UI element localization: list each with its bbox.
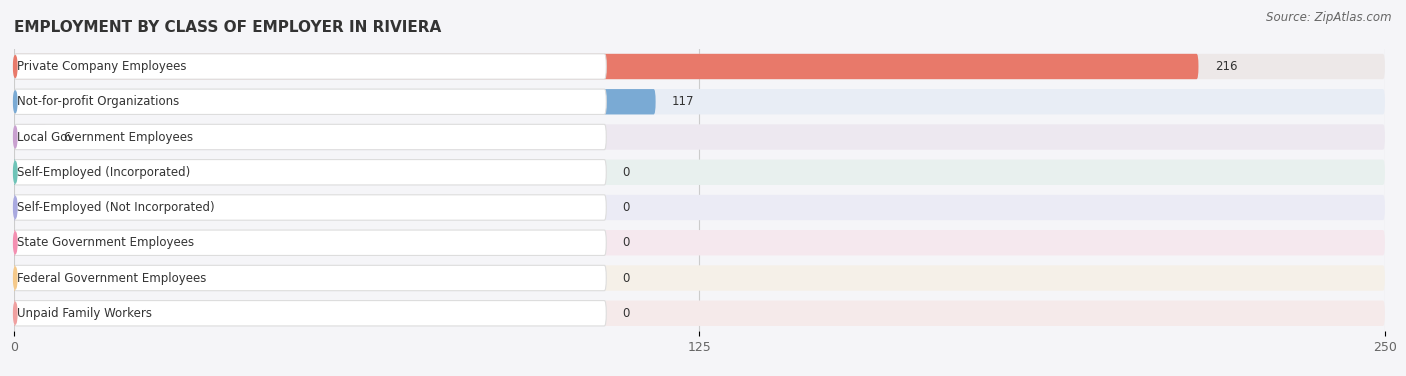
FancyBboxPatch shape: [13, 230, 15, 255]
FancyBboxPatch shape: [14, 54, 606, 79]
Text: 0: 0: [623, 166, 630, 179]
Circle shape: [14, 302, 17, 324]
Circle shape: [14, 197, 17, 218]
FancyBboxPatch shape: [14, 230, 1385, 255]
FancyBboxPatch shape: [14, 159, 606, 185]
FancyBboxPatch shape: [13, 265, 15, 291]
FancyBboxPatch shape: [14, 54, 1198, 79]
FancyBboxPatch shape: [14, 195, 606, 220]
Circle shape: [14, 232, 17, 253]
Text: Source: ZipAtlas.com: Source: ZipAtlas.com: [1267, 11, 1392, 24]
FancyBboxPatch shape: [14, 230, 606, 255]
Text: Local Government Employees: Local Government Employees: [17, 130, 193, 144]
FancyBboxPatch shape: [14, 300, 606, 326]
Text: 6: 6: [63, 130, 70, 144]
Text: Federal Government Employees: Federal Government Employees: [17, 271, 207, 285]
FancyBboxPatch shape: [14, 195, 1385, 220]
Text: State Government Employees: State Government Employees: [17, 236, 194, 249]
FancyBboxPatch shape: [14, 89, 1385, 114]
FancyBboxPatch shape: [14, 124, 46, 150]
Circle shape: [14, 267, 17, 289]
Text: Self-Employed (Not Incorporated): Self-Employed (Not Incorporated): [17, 201, 215, 214]
Text: 0: 0: [623, 201, 630, 214]
FancyBboxPatch shape: [13, 159, 15, 185]
FancyBboxPatch shape: [13, 195, 15, 220]
Circle shape: [14, 91, 17, 112]
Text: 0: 0: [623, 271, 630, 285]
FancyBboxPatch shape: [14, 124, 1385, 150]
Text: 117: 117: [672, 95, 695, 108]
Circle shape: [14, 56, 17, 77]
Text: 0: 0: [623, 307, 630, 320]
FancyBboxPatch shape: [14, 89, 655, 114]
Text: 216: 216: [1215, 60, 1237, 73]
Text: Not-for-profit Organizations: Not-for-profit Organizations: [17, 95, 179, 108]
FancyBboxPatch shape: [14, 124, 606, 150]
FancyBboxPatch shape: [14, 265, 1385, 291]
Text: Private Company Employees: Private Company Employees: [17, 60, 187, 73]
Text: EMPLOYMENT BY CLASS OF EMPLOYER IN RIVIERA: EMPLOYMENT BY CLASS OF EMPLOYER IN RIVIE…: [14, 20, 441, 35]
FancyBboxPatch shape: [14, 300, 1385, 326]
FancyBboxPatch shape: [14, 159, 1385, 185]
Circle shape: [14, 126, 17, 148]
FancyBboxPatch shape: [14, 89, 606, 114]
Circle shape: [14, 161, 17, 183]
Text: Self-Employed (Incorporated): Self-Employed (Incorporated): [17, 166, 190, 179]
Text: 0: 0: [623, 236, 630, 249]
FancyBboxPatch shape: [14, 265, 606, 291]
FancyBboxPatch shape: [13, 300, 15, 326]
Text: Unpaid Family Workers: Unpaid Family Workers: [17, 307, 152, 320]
FancyBboxPatch shape: [14, 54, 1385, 79]
